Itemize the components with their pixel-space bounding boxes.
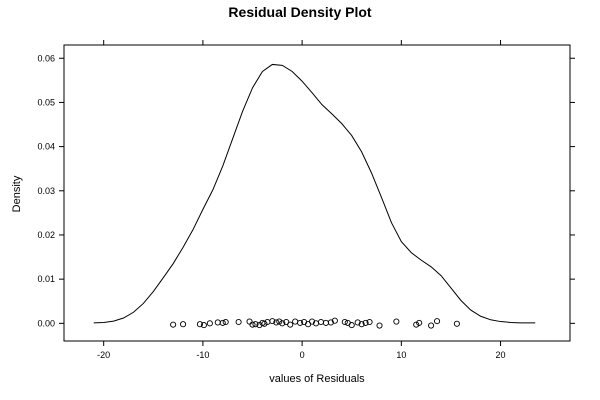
- residual-point: [317, 318, 325, 326]
- residual-point: [393, 318, 400, 325]
- x-tick-label: 0: [300, 350, 305, 360]
- axis-ticks: -20 -10 0 10 20 0.00 0.01 0.02 0.03 0.04 0.05 0.06: [37, 40, 575, 360]
- density-curve: [93, 63, 536, 324]
- residual-point: [269, 318, 276, 325]
- residual-point: [453, 320, 460, 327]
- x-tick-label: 20: [496, 350, 506, 360]
- residual-point: [376, 322, 383, 329]
- residual-point: [362, 319, 369, 326]
- residual-point: [322, 319, 329, 326]
- plot-frame: [63, 44, 571, 342]
- residual-point: [366, 318, 373, 326]
- residual-point: [235, 318, 242, 326]
- residual-point: [273, 319, 280, 326]
- residual-point: [252, 321, 259, 328]
- residual-point: [214, 319, 221, 326]
- residual-point: [170, 321, 177, 328]
- y-axis-label: Density: [11, 175, 23, 212]
- residual-point: [276, 318, 283, 325]
- residual-point: [297, 319, 304, 326]
- residual-point: [200, 322, 207, 329]
- density-series: [93, 63, 536, 324]
- residual-point: [308, 318, 316, 325]
- residual-point: [249, 321, 256, 328]
- residual-point: [219, 319, 226, 326]
- residual-point: [196, 321, 203, 328]
- residual-point: [331, 317, 338, 324]
- y-tick-label: 0.05: [37, 97, 55, 107]
- chart-title: Residual Density Plot: [228, 4, 371, 20]
- residual-point: [341, 318, 348, 326]
- y-tick-label: 0.02: [37, 230, 55, 240]
- residual-point: [180, 321, 187, 328]
- residual-point: [354, 319, 361, 326]
- y-tick-label: 0.06: [37, 53, 55, 63]
- residual-point: [428, 322, 435, 329]
- residual-point: [413, 321, 420, 328]
- y-tick-label: 0.01: [37, 274, 55, 284]
- x-axis-label: values of Residuals: [269, 373, 365, 385]
- residual-point: [358, 321, 365, 328]
- residual-point: [222, 318, 229, 326]
- x-tick-label: -20: [97, 350, 110, 360]
- y-tick-label: 0.00: [37, 318, 55, 328]
- residual-point: [327, 319, 334, 326]
- residual-points: [170, 317, 460, 329]
- residual-point: [279, 320, 286, 327]
- residual-point: [287, 321, 294, 328]
- residual-point: [348, 322, 355, 329]
- residual-point: [246, 318, 253, 325]
- x-tick-label: -10: [196, 350, 209, 360]
- residual-point: [416, 319, 423, 326]
- residual-point: [261, 320, 268, 327]
- residual-point: [433, 318, 441, 325]
- y-tick-label: 0.03: [37, 186, 55, 196]
- x-tick-label: 10: [396, 350, 406, 360]
- y-tick-label: 0.04: [37, 142, 55, 152]
- residual-point: [206, 320, 213, 327]
- residual-point: [292, 318, 299, 325]
